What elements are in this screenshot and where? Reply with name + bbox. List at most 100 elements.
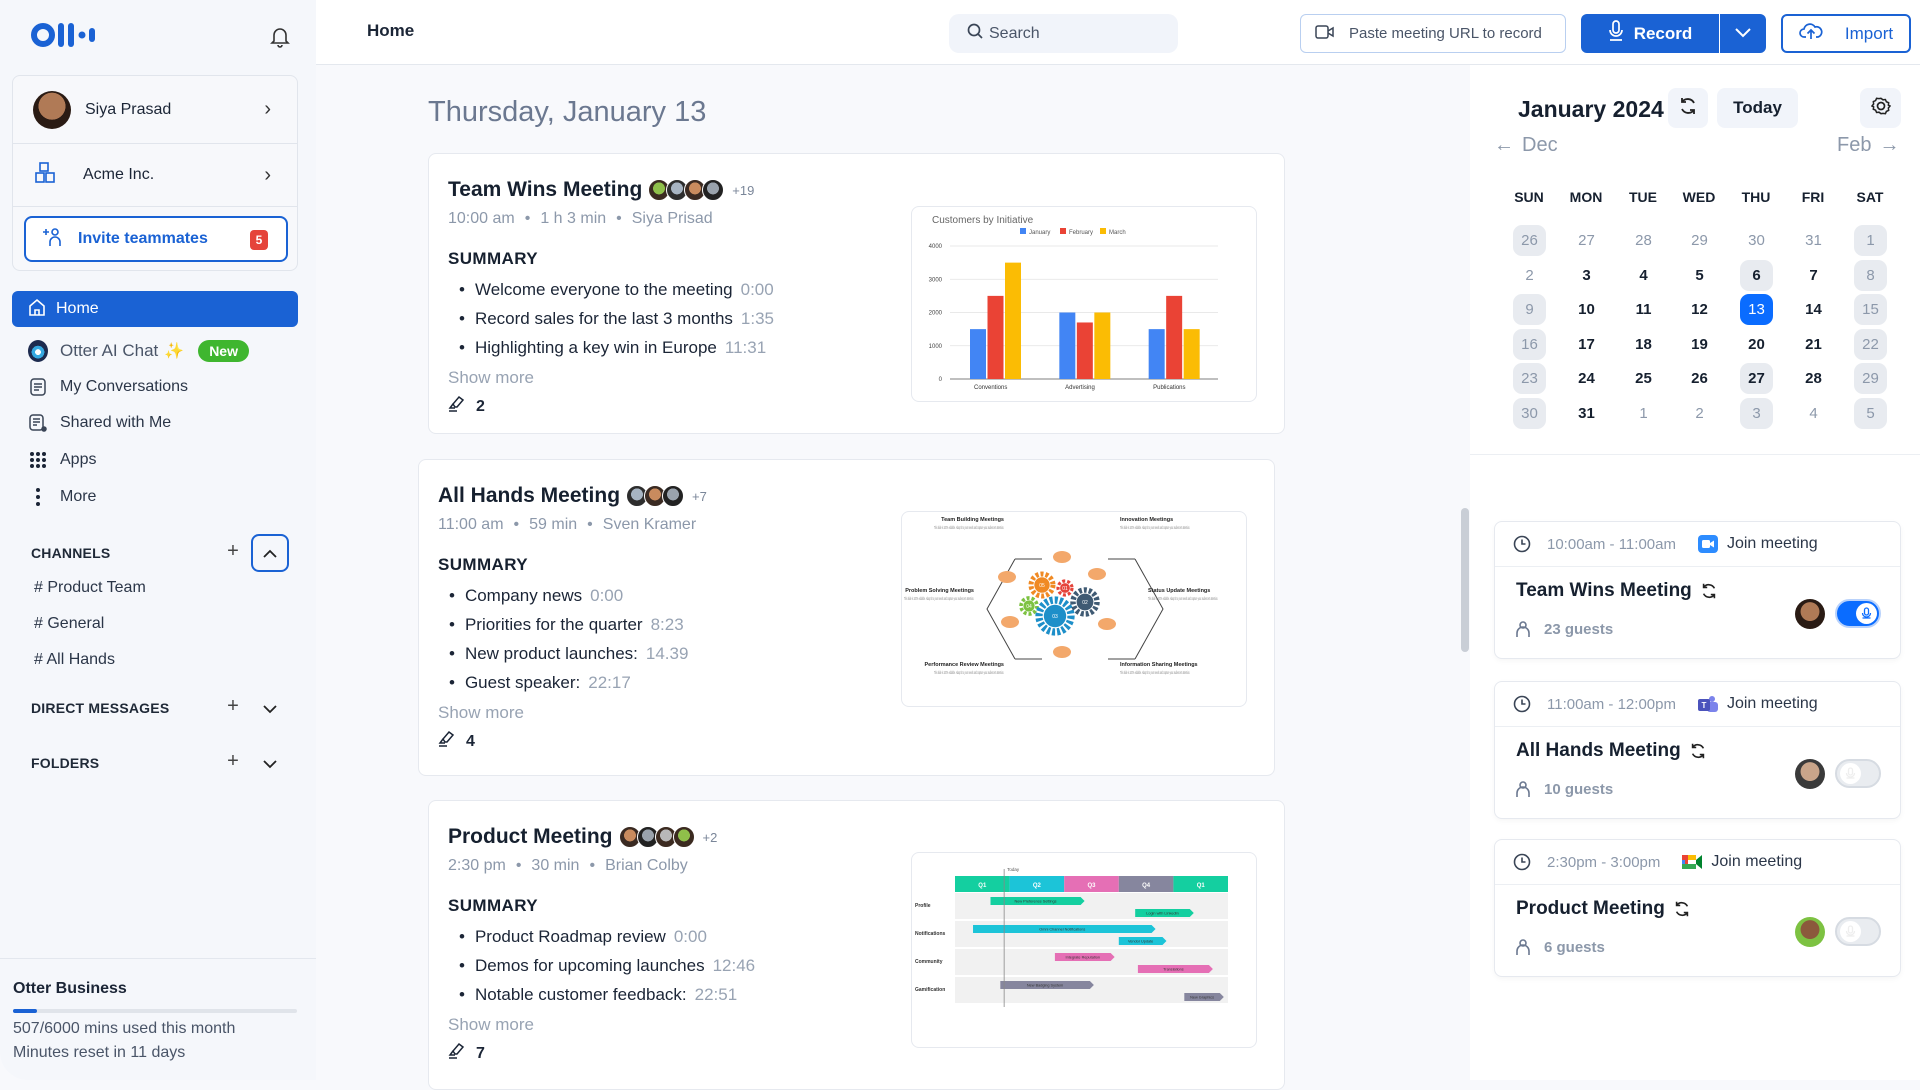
calendar-day[interactable]: 9 [1513,294,1546,325]
auto-record-toggle[interactable] [1835,759,1881,788]
next-month-button[interactable]: Feb → [1837,134,1899,157]
summary-timestamp[interactable]: 1:35 [740,309,775,328]
calendar-day[interactable]: 3 [1740,397,1773,429]
summary-timestamp[interactable]: 0:00 [673,927,707,946]
meeting-thumbnail[interactable]: Customers by Initiative January February Ma… [911,206,1257,402]
calendar-day[interactable]: 5 [1695,266,1704,284]
summary-timestamp[interactable]: 22:17 [588,673,631,692]
show-more-link[interactable]: Show more [448,1015,534,1034]
calendar-day[interactable]: 16 [1513,328,1546,360]
clips-count[interactable]: 2 [448,395,485,418]
meeting-card[interactable]: All Hands Meeting +7 11:00 am • 59 min • Sven … [418,459,1275,776]
calendar-day[interactable]: 23 [1513,363,1546,394]
otter-logo[interactable] [31,22,101,53]
calendar-day[interactable]: 2 [1695,404,1704,422]
upcoming-meeting-card[interactable]: 10:00am - 11:00am Join meeting Team Wins M… [1494,521,1901,659]
collapse-channels-button[interactable] [251,534,289,572]
calendar-day[interactable]: 26 [1513,225,1546,256]
invite-teammates-button[interactable]: Invite teammates 5 [24,216,288,262]
org-row[interactable]: Acme Inc. › [13,144,297,207]
calendar-day[interactable]: 28 [1805,370,1822,387]
summary-timestamp[interactable]: 11:31 [724,338,767,357]
meeting-thumbnail[interactable]: Q1 Q2 Q3 Q4 Q1 Profile New Preference Settings… [911,852,1257,1048]
calendar-day[interactable]: 4 [1639,266,1648,284]
calendar-day[interactable]: 3 [1582,266,1591,284]
upcoming-meeting-card[interactable]: 11:00am - 12:00pm T Join meeting All Hands … [1494,681,1901,819]
calendar-day-selected[interactable]: 13 [1740,294,1773,325]
sidebar-item-apps[interactable]: Apps [28,447,96,473]
calendar-day[interactable]: 24 [1578,370,1595,387]
calendar-day[interactable]: 4 [1809,404,1818,422]
summary-item[interactable]: • Product Roadmap review 0:00 [459,927,707,946]
summary-timestamp[interactable]: 0:00 [740,280,774,299]
calendar-day[interactable]: 26 [1691,370,1708,387]
channel-item[interactable]: # Product Team [34,579,146,596]
meeting-card[interactable]: Team Wins Meeting +19 10:00 am • 1 h 3 min • S… [428,153,1285,434]
summary-item[interactable]: • Guest speaker: 22:17 [449,673,631,692]
upcoming-meeting-card[interactable]: 2:30pm - 3:00pm Join meeting Product Meeti… [1494,839,1901,977]
summary-timestamp[interactable]: 8:23 [650,615,684,634]
calendar-day[interactable]: 1 [1854,225,1887,256]
calendar-day[interactable]: 12 [1691,301,1708,318]
summary-timestamp[interactable]: 0:00 [590,586,624,605]
clips-count[interactable]: 4 [438,730,475,753]
scrollbar[interactable] [1461,508,1469,652]
summary-item[interactable]: • Company news 0:00 [449,586,624,605]
join-meeting-link[interactable]: Join meeting [1682,853,1802,871]
summary-item[interactable]: • Demos for upcoming launches 12:46 [459,956,756,975]
summary-timestamp[interactable]: 22:51 [694,985,738,1004]
join-meeting-link[interactable]: T Join meeting [1697,695,1818,713]
previous-month-button[interactable]: ← Dec [1494,134,1558,157]
calendar-day[interactable]: 14 [1805,301,1822,318]
auto-record-toggle[interactable] [1835,917,1881,946]
channel-item[interactable]: # All Hands [34,651,115,668]
add-channel-button[interactable]: + [227,540,239,562]
sidebar-item-more[interactable]: More [28,484,96,510]
summary-item[interactable]: • Record sales for the last 3 months 1:35 [459,309,775,328]
show-more-link[interactable]: Show more [448,368,534,387]
calendar-day[interactable]: 15 [1854,294,1887,325]
calendar-day[interactable]: 27 [1740,363,1773,394]
record-button[interactable]: Record [1581,14,1719,53]
today-button[interactable]: Today [1717,88,1798,128]
calendar-day[interactable]: 31 [1805,232,1822,249]
import-button[interactable]: Import [1781,14,1911,53]
calendar-day[interactable]: 29 [1854,363,1887,394]
calendar-day[interactable]: 31 [1578,404,1595,422]
search-input[interactable]: Search [949,14,1178,53]
add-direct-message-button[interactable]: + [227,695,239,717]
bell-icon[interactable] [268,24,292,48]
show-more-link[interactable]: Show more [438,703,524,722]
paste-meeting-url-input[interactable]: Paste meeting URL to record [1300,14,1566,53]
calendar-settings-button[interactable] [1860,88,1901,128]
calendar-day[interactable]: 2 [1525,266,1534,284]
calendar-day[interactable]: 27 [1578,232,1595,249]
calendar-day[interactable]: 10 [1578,301,1595,318]
add-folder-button[interactable]: + [227,750,239,772]
summary-timestamp[interactable]: 12:46 [712,956,756,975]
auto-record-toggle[interactable] [1835,599,1881,628]
clips-count[interactable]: 7 [448,1042,485,1065]
calendar-day[interactable]: 28 [1635,232,1652,249]
user-profile-row[interactable]: Siya Prasad › [13,76,297,144]
calendar-day[interactable]: 11 [1635,301,1652,318]
channel-item[interactable]: # General [34,615,105,632]
join-meeting-link[interactable]: Join meeting [1697,535,1818,553]
calendar-day[interactable]: 18 [1635,335,1652,353]
summary-item[interactable]: • Highlighting a key win in Europe 11:31 [459,338,767,357]
calendar-day[interactable]: 30 [1513,397,1546,429]
calendar-day[interactable]: 22 [1854,328,1887,360]
calendar-day[interactable]: 8 [1854,259,1887,291]
record-options-dropdown[interactable] [1720,14,1766,53]
calendar-day[interactable]: 21 [1805,335,1822,353]
expand-direct-messages-button[interactable] [263,701,277,719]
calendar-day[interactable]: 7 [1809,266,1818,284]
calendar-day[interactable]: 29 [1691,232,1708,249]
refresh-calendar-button[interactable] [1668,88,1708,128]
sidebar-item-shared-with-me[interactable]: Shared with Me [28,410,171,436]
meeting-card[interactable]: Product Meeting +2 2:30 pm • 30 min • Brian Co… [428,800,1285,1090]
summary-item[interactable]: • Priorities for the quarter 8:23 [449,615,684,634]
sidebar-item-my-conversations[interactable]: My Conversations [28,374,188,400]
calendar-day[interactable]: 1 [1639,404,1648,422]
sidebar-item-ai-chat[interactable]: Otter AI Chat ✨ New [28,338,249,364]
